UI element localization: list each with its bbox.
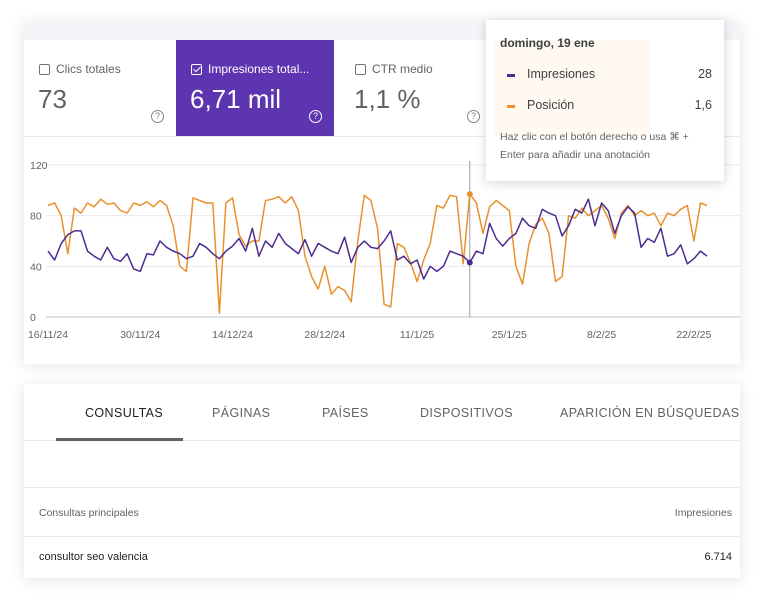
tab-consultas[interactable]: CONSULTAS <box>85 406 164 420</box>
metrics-divider <box>24 136 740 137</box>
metric-value: 1,1 % <box>354 84 421 114</box>
tooltip-series-value: 28 <box>698 67 712 81</box>
tooltip-row-impressions: Impresiones 28 <box>500 67 712 83</box>
impressions-cell: 6.714 <box>704 551 732 563</box>
metric-ctr[interactable]: CTR medio 1,1 % ? <box>340 40 490 136</box>
column-header-impressions[interactable]: Impresiones <box>674 507 732 519</box>
x-tick-label: 8/2/25 <box>587 329 616 341</box>
tooltip-highlight <box>494 40 650 136</box>
x-tick-label: 11/1/25 <box>400 329 434 341</box>
y-tick-label: 120 <box>30 160 48 172</box>
tooltip-date: domingo, 19 ene <box>500 36 595 50</box>
x-tick-label: 25/1/25 <box>492 329 527 341</box>
metric-label: Clics totales <box>56 62 121 76</box>
hover-point <box>466 259 473 266</box>
tooltip-series-name: Impresiones <box>527 67 596 81</box>
performance-chart[interactable]: 120 80 40 0 16/11/24 30/11/24 14/12/24 28/12/24… <box>24 22 740 364</box>
hover-point <box>466 191 473 198</box>
y-tick-label: 40 <box>30 261 42 273</box>
tooltip-annotation-hint: Haz clic con el botón derecho o usa ⌘ + … <box>500 131 689 161</box>
y-tick-label: 80 <box>30 211 42 223</box>
table-row[interactable]: consultor seo valencia 6.714 <box>24 537 740 578</box>
help-icon[interactable]: ? <box>467 110 480 123</box>
help-icon[interactable]: ? <box>151 110 164 123</box>
chart-tooltip: domingo, 19 ene Impresiones 28 Posición … <box>486 20 724 181</box>
query-cell: consultor seo valencia <box>39 551 148 563</box>
tooltip-series-value: 1,6 <box>694 98 712 112</box>
tooltip-series-name: Posición <box>527 98 575 112</box>
series-swatch-icon <box>507 105 515 108</box>
tab-aparicion-en-busquedas[interactable]: APARICIÓN EN BÚSQUEDAS <box>560 406 740 420</box>
tab-paises[interactable]: PAÍSES <box>322 406 369 420</box>
metric-value: 6,71 mil <box>190 84 282 114</box>
metric-label: Impresiones total... <box>208 62 310 76</box>
dimension-tabs: CONSULTAS PÁGINAS PAÍSES DISPOSITIVOS AP… <box>24 384 740 441</box>
checkbox-checked-icon[interactable] <box>191 63 202 75</box>
x-tick-label: 16/11/24 <box>28 329 68 341</box>
dimensions-card: CONSULTAS PÁGINAS PAÍSES DISPOSITIVOS AP… <box>24 384 740 578</box>
series-line-impresiones <box>47 198 708 280</box>
tab-dispositivos[interactable]: DISPOSITIVOS <box>420 406 514 420</box>
checkbox-icon[interactable] <box>355 63 366 75</box>
x-tick-label: 28/12/24 <box>304 329 345 341</box>
x-tick-label: 14/12/24 <box>212 329 253 341</box>
y-tick-label: 0 <box>30 312 36 324</box>
metric-value: 73 <box>38 84 67 114</box>
series-swatch-icon <box>507 74 515 77</box>
help-icon[interactable]: ? <box>309 110 322 123</box>
x-tick-label: 22/2/25 <box>676 329 711 341</box>
tab-paginas[interactable]: PÁGINAS <box>212 406 271 420</box>
metric-clicks[interactable]: Clics totales 73 ? <box>24 40 176 136</box>
series-line-posición <box>47 193 708 314</box>
x-tick-label: 30/11/24 <box>120 329 160 341</box>
column-header-queries[interactable]: Consultas principales <box>39 507 139 519</box>
table-header: Consultas principales Impresiones <box>24 487 740 537</box>
metric-label: CTR medio <box>372 62 433 76</box>
active-tab-indicator <box>56 438 183 441</box>
tooltip-row-position: Posición 1,6 <box>500 98 712 114</box>
metric-impressions[interactable]: Impresiones total... 6,71 mil ? <box>176 40 334 136</box>
checkbox-icon[interactable] <box>39 63 50 75</box>
